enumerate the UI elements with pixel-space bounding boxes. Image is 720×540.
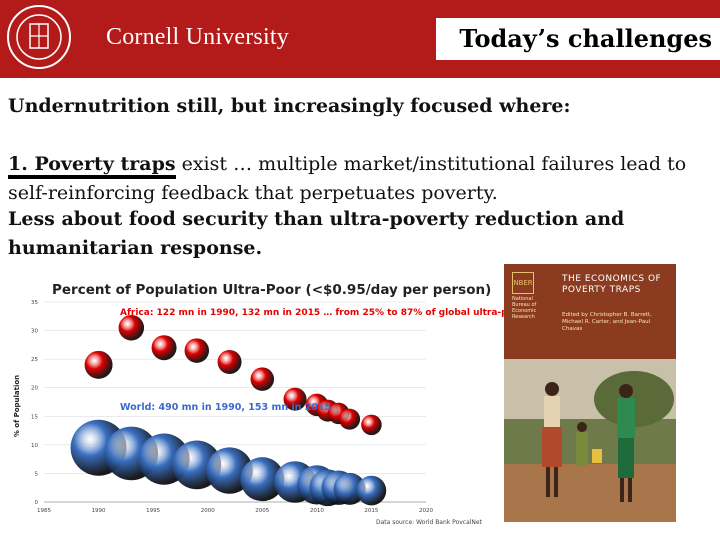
africa-bubble [184,338,210,363]
x-tick-label: 2005 [255,508,269,514]
y-tick-label: 5 [35,471,39,477]
ultra-poor-chart: 0 5 10 15 20 25 30 35 1985 1990 1995 2000 2005 2010 20… [8,272,524,530]
africa-bubble [250,367,275,391]
slide-heading: Undernutrition still, but increasingly f… [8,95,571,117]
africa-bubble [118,314,145,341]
world-annotation: World: 490 mn in 1990, 153 mn in 2015 [120,402,332,413]
africa-bubble [283,387,307,411]
x-tick-label: 1995 [146,508,160,514]
book-title: THE ECONOMICS OF POVERTY TRAPS [562,274,662,295]
world-bubble [240,457,285,502]
africa-bubble [339,408,361,430]
x-tick-label: 2010 [310,508,324,514]
y-tick-label: 20 [31,386,38,392]
chart-plot: 0 5 10 15 20 25 30 35 1985 1990 1995 2000 2005 2010 20… [31,300,433,514]
africa-bubble [217,350,242,374]
y-tick-label: 10 [31,443,38,449]
africa-annotation: Africa: 122 mn in 1990, 132 mn in 2015 …… [120,308,525,318]
chart-title: Percent of Population Ultra-Poor (<$0.95… [52,282,492,298]
africa-bubble [361,414,382,436]
africa-bubble [151,335,177,361]
x-tick-label: 1990 [92,508,106,514]
people-walking-photo [504,359,676,522]
point-one-text: exist … multiple market/institutional fa… [8,153,687,204]
y-tick-label: 30 [31,329,38,335]
point-two: Less about food security than ultra-pove… [8,208,625,259]
header-banner: Cornell University Today’s challenges [0,0,720,78]
world-bubble [333,472,366,505]
slide-title: Today’s challenges [459,24,712,53]
x-tick-label: 2000 [201,508,215,514]
university-name: Cornell University [106,24,289,50]
book-editors: Edited by Christopher B. Barrett, Michae… [562,312,652,332]
africa-bubble [84,350,113,379]
nber-logo: NBER [512,272,534,294]
world-bubble [356,475,387,506]
x-tick-label: 1985 [37,508,51,514]
y-tick-label: 0 [35,500,39,506]
book-cover-photo: NBER National Bureau of Economic Researc… [504,264,676,522]
y-tick-label: 25 [31,357,38,363]
y-axis-label: % of Population [13,374,22,438]
point-one: 1. Poverty traps exist … multiple market… [8,150,713,208]
data-source: Data source: World Bank PovcalNet [376,519,482,526]
book-publisher: National Bureau of Economic Research [512,296,537,320]
x-tick-label: 2015 [364,508,378,514]
y-tick-label: 15 [31,414,38,420]
title-box: Today’s challenges [436,18,720,60]
cornell-seal-logo [7,5,71,69]
y-tick-label: 35 [31,300,38,306]
point-one-label: 1. Poverty traps [8,153,176,179]
x-tick-label: 2020 [419,508,433,514]
book-cover-header: NBER National Bureau of Economic Researc… [504,264,676,359]
